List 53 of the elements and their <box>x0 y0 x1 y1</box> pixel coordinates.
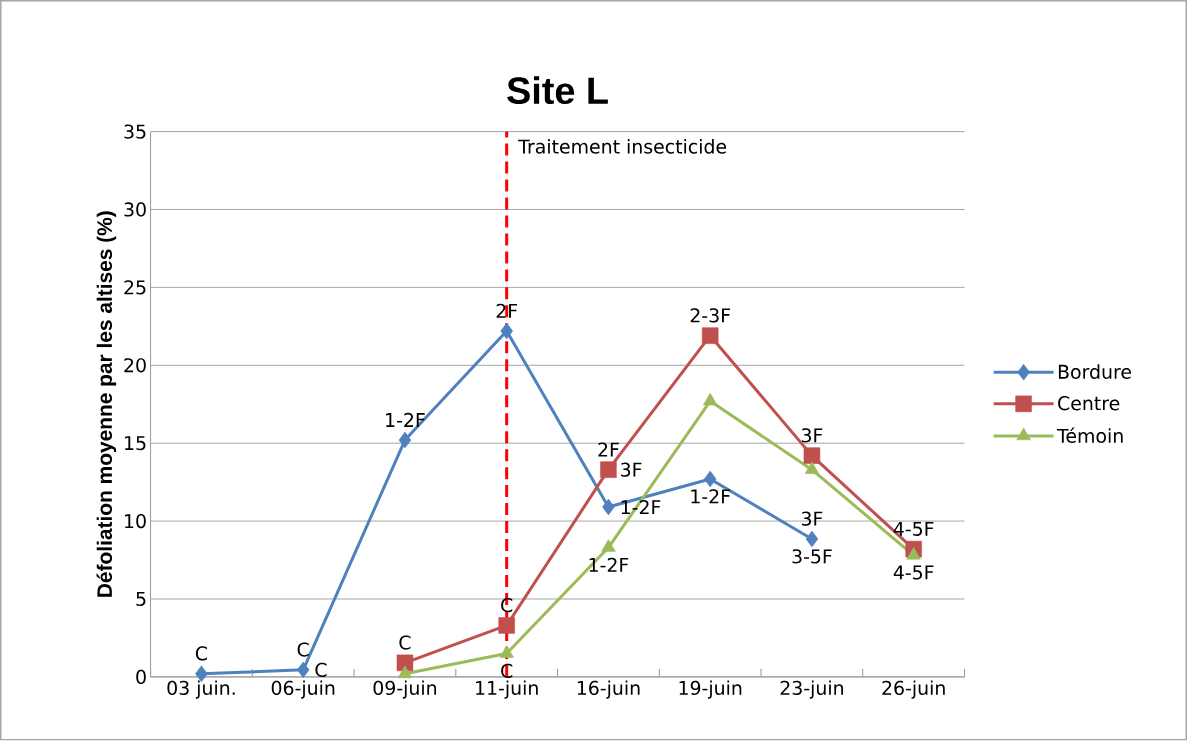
x-tick-label: 23-juin <box>780 680 843 699</box>
annotation: C <box>501 598 513 613</box>
annotation: 2F <box>598 442 619 457</box>
point <box>805 530 819 548</box>
y-tick-label: 35 <box>124 124 146 139</box>
point <box>600 461 617 479</box>
point <box>906 547 921 560</box>
x-tick-label: 03 juin. <box>167 680 235 699</box>
annotation: 3-5F <box>792 549 832 564</box>
annotation: 4-5F <box>893 565 934 580</box>
point <box>703 470 717 488</box>
legend-label: Bordure <box>1058 364 1132 380</box>
chart-title: Site L <box>507 76 608 105</box>
annotation: C <box>297 642 309 657</box>
point <box>701 327 719 345</box>
y-tick-label: 25 <box>124 280 146 295</box>
legend-label: Centre <box>1058 396 1120 411</box>
point <box>498 617 515 634</box>
point <box>703 393 718 406</box>
annotation: 2-3F <box>690 308 730 323</box>
annotation: 3F <box>801 511 823 527</box>
point <box>500 322 513 340</box>
x-tick-label: 16-juin <box>577 680 640 699</box>
annotation: 3F <box>621 462 642 478</box>
annotation: C <box>315 662 327 678</box>
y-tick-label: 10 <box>125 514 146 529</box>
annotation: 3F <box>801 428 823 443</box>
point <box>398 432 412 449</box>
annotation: C <box>195 646 208 661</box>
point <box>397 665 413 679</box>
point <box>602 499 615 516</box>
y-axis-title: Défoliation moyenne par les altises (%) <box>96 211 117 597</box>
annotation: C <box>399 635 411 650</box>
point <box>803 447 821 465</box>
point <box>296 661 310 679</box>
y-tick-label: 30 <box>124 202 146 217</box>
point <box>396 654 414 672</box>
x-tick-label: 11-juin <box>476 680 538 699</box>
point <box>804 461 820 475</box>
annotation: 1-2F <box>691 489 730 504</box>
y-tick-label: 0 <box>136 669 146 685</box>
x-tick-label: 26-juin <box>882 680 945 699</box>
x-tick-label: 09-juin <box>373 680 437 699</box>
y-tick-label: 15 <box>125 436 146 451</box>
y-tick-label: 20 <box>124 358 146 373</box>
ref-line-label: Traitement insecticide <box>518 139 727 154</box>
y-tick-label: 5 <box>136 592 146 607</box>
point <box>601 539 616 553</box>
x-tick-label: 19-juin <box>679 680 742 699</box>
point <box>499 645 514 658</box>
legend-label: Témoin <box>1056 427 1123 444</box>
annotation: 4-5F <box>893 522 934 537</box>
x-tick-label: 06-juin <box>271 680 335 699</box>
